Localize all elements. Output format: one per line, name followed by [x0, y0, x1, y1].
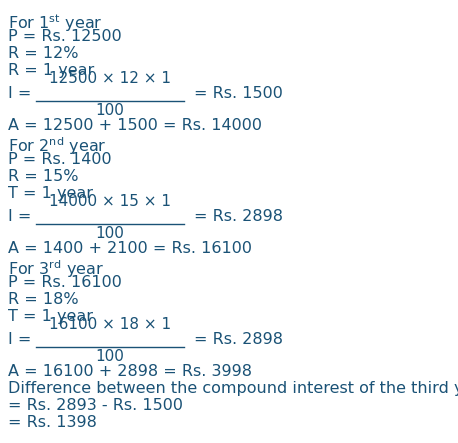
Text: I =: I =	[8, 85, 37, 101]
Text: P = Rs. 12500: P = Rs. 12500	[8, 29, 122, 44]
Text: A = 1400 + 2100 = Rs. 16100: A = 1400 + 2100 = Rs. 16100	[8, 241, 252, 256]
Text: 100: 100	[96, 226, 125, 241]
Text: For 1$^{\mathrm{st}}$ year: For 1$^{\mathrm{st}}$ year	[8, 12, 103, 34]
Text: T = 1 year: T = 1 year	[8, 186, 93, 201]
Text: A = 12500 + 1500 = Rs. 14000: A = 12500 + 1500 = Rs. 14000	[8, 118, 262, 133]
Text: R = 12%: R = 12%	[8, 46, 78, 61]
Text: A = 16100 + 2898 = Rs. 3998: A = 16100 + 2898 = Rs. 3998	[8, 364, 252, 379]
Text: P = Rs. 16100: P = Rs. 16100	[8, 275, 122, 290]
Text: 100: 100	[96, 103, 125, 118]
Text: = Rs. 1500: = Rs. 1500	[194, 85, 283, 101]
Text: T = 1 year: T = 1 year	[8, 309, 93, 324]
Text: I =: I =	[8, 331, 37, 346]
Text: 16100 × 18 × 1: 16100 × 18 × 1	[49, 317, 171, 332]
Text: R = 1 year: R = 1 year	[8, 63, 94, 78]
Text: P = Rs. 1400: P = Rs. 1400	[8, 152, 112, 167]
Text: Difference between the compound interest of the third year and first year: Difference between the compound interest…	[8, 381, 458, 396]
Text: I =: I =	[8, 209, 37, 224]
Text: 12500 × 12 × 1: 12500 × 12 × 1	[49, 71, 171, 86]
Text: = Rs. 2898: = Rs. 2898	[194, 331, 283, 346]
Text: = Rs. 1398: = Rs. 1398	[8, 415, 97, 430]
Text: R = 18%: R = 18%	[8, 292, 79, 307]
Text: For 3$^{\mathrm{rd}}$ year: For 3$^{\mathrm{rd}}$ year	[8, 258, 104, 280]
Text: 14000 × 15 × 1: 14000 × 15 × 1	[49, 194, 171, 209]
Text: For 2$^{\mathrm{nd}}$ year: For 2$^{\mathrm{nd}}$ year	[8, 135, 107, 157]
Text: = Rs. 2893 - Rs. 1500: = Rs. 2893 - Rs. 1500	[8, 398, 183, 413]
Text: R = 15%: R = 15%	[8, 169, 78, 184]
Text: = Rs. 2898: = Rs. 2898	[194, 209, 283, 224]
Text: 100: 100	[96, 349, 125, 364]
